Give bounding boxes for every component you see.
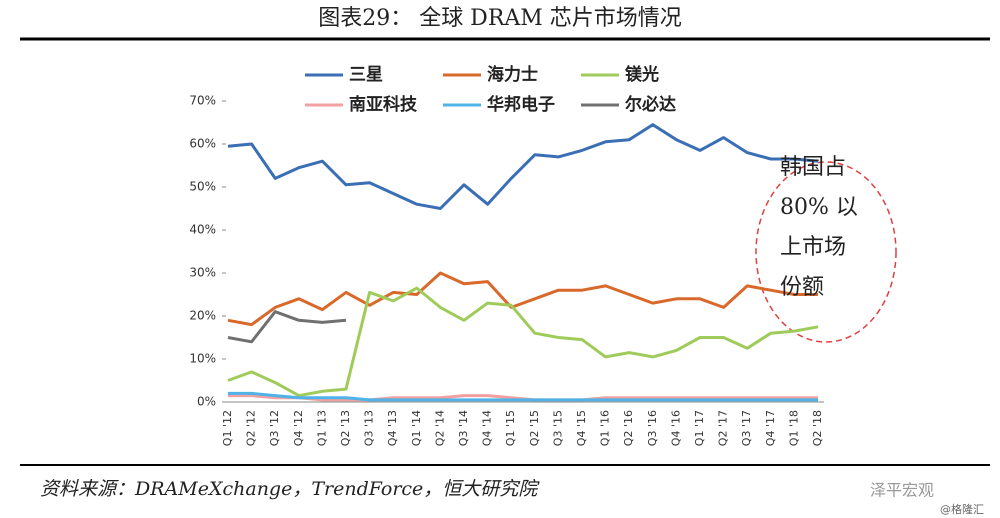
x-tick-label: Q4 '15 (575, 410, 588, 446)
source: 资料来源：DRAMeXchange，TrendForce，恒大研究院 (40, 478, 540, 500)
x-tick-label: Q4 '17 (764, 410, 777, 446)
y-tick-label: 20% (189, 309, 216, 323)
legend-label: 华邦电子 (487, 94, 555, 115)
x-tick-label: Q3 '13 (363, 410, 376, 446)
x-tick-label: Q3 '15 (551, 410, 564, 446)
x-tick-label: Q1 '12 (221, 410, 234, 446)
x-tick-label: Q4 '16 (669, 410, 682, 446)
legend-label: 尔必达 (625, 94, 676, 115)
x-tick-label: Q4 '14 (481, 410, 494, 446)
x-tick-label: Q1 '14 (410, 410, 423, 446)
legend-label: 三星 (349, 65, 383, 85)
series-line (227, 310, 347, 344)
annotation: 80% 以 (780, 195, 858, 220)
legend-label: 南亚科技 (349, 94, 418, 115)
y-tick-label: 40% (189, 223, 216, 237)
x-tick-label: Q4 '13 (386, 410, 399, 446)
x-tick-label: Q3 '12 (268, 410, 281, 446)
x-tick-label: Q2 '17 (717, 410, 730, 446)
annotation-ellipse (755, 161, 897, 343)
x-tick-label: Q1 '16 (599, 410, 612, 446)
series-line (228, 391, 818, 402)
y-tick-label: 10% (189, 352, 216, 366)
legend-label: 海力士 (487, 64, 538, 85)
x-tick-label: Q3 '17 (740, 410, 753, 446)
x-tick-label: Q1 '17 (693, 410, 706, 446)
series-line (227, 286, 819, 398)
x-tick-label: Q2 '14 (433, 410, 446, 446)
y-tick-label: 0% (197, 395, 216, 409)
annotation: 上市场 (780, 235, 846, 260)
y-tick-label: 30% (189, 266, 216, 280)
x-tick-label: Q4 '12 (292, 410, 305, 446)
chart-title: 图表29： 全球 DRAM 芯片市场情况 (318, 6, 682, 31)
annotation: 韩国占 (780, 155, 846, 180)
y-tick-label: 50% (189, 180, 216, 194)
x-tick-label: Q3 '14 (457, 410, 470, 446)
y-tick-label: 70% (189, 94, 216, 108)
y-tick-label: 60% (189, 137, 216, 151)
x-tick-label: Q2 '12 (245, 410, 258, 446)
annotation: 份额 (780, 275, 824, 300)
series-line (227, 123, 819, 210)
legend-label: 镁光 (625, 64, 659, 85)
x-tick-label: Q3 '16 (646, 410, 659, 446)
watermark: 泽平宏观 (870, 481, 934, 500)
series-line (227, 271, 818, 327)
x-tick-label: Q2 '15 (528, 410, 541, 446)
x-tick-label: Q2 '16 (622, 410, 635, 446)
x-tick-label: Q2 '13 (339, 410, 352, 446)
watermark: @格隆汇 (940, 502, 984, 516)
x-tick-label: Q1 '18 (787, 410, 800, 446)
x-tick-label: Q2 '18 (811, 410, 824, 446)
x-tick-label: Q1 '15 (504, 410, 517, 446)
x-tick-label: Q1 '13 (315, 410, 328, 446)
